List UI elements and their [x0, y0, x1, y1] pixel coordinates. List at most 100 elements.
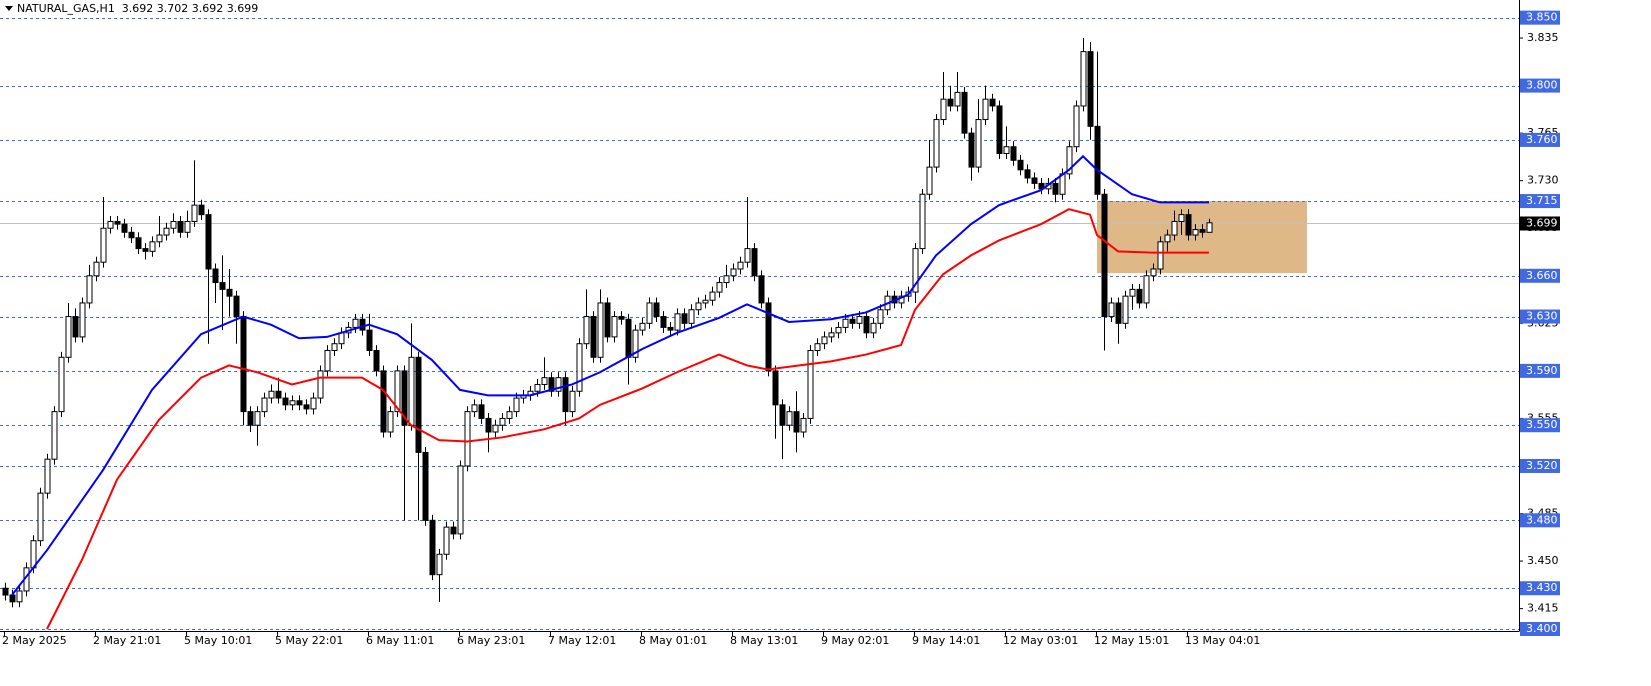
- level-label-box: [1520, 363, 1560, 378]
- candle-body: [954, 91, 961, 107]
- candle-body: [415, 356, 422, 453]
- candle-body: [723, 275, 730, 284]
- plot-area: [0, 18, 1519, 630]
- candle-body: [275, 390, 282, 399]
- candle-body: [492, 424, 499, 433]
- candle-body: [597, 302, 604, 358]
- candle-body: [1003, 146, 1010, 155]
- candle-body: [79, 302, 86, 338]
- x-tick-label: 7 May 12:01: [548, 634, 616, 647]
- candle-body: [394, 370, 401, 413]
- candle-body: [1052, 182, 1059, 195]
- candle-body: [562, 377, 569, 413]
- candle-body: [716, 282, 723, 293]
- candle-body: [198, 204, 205, 216]
- candle-body: [58, 356, 65, 413]
- candle-body: [807, 350, 814, 419]
- candle-body: [506, 411, 513, 419]
- candle-body: [1024, 169, 1031, 179]
- level-label-box: [1520, 309, 1560, 324]
- candle-body: [212, 268, 219, 284]
- y-tick-label: 3.450: [1527, 554, 1559, 567]
- candle-body: [1087, 51, 1094, 127]
- level-label: 3.660: [1526, 269, 1558, 282]
- candle-body: [1171, 220, 1178, 236]
- candle-body: [1136, 288, 1143, 304]
- candle-body: [1164, 234, 1171, 243]
- candle-body: [240, 316, 247, 413]
- candle-body: [765, 302, 772, 372]
- candle-body: [870, 322, 877, 334]
- candle-body: [548, 377, 555, 392]
- candle-body: [786, 411, 793, 426]
- candle-body: [1017, 159, 1024, 171]
- candle-body: [1178, 214, 1185, 222]
- candle-body: [513, 397, 520, 413]
- candle-body: [758, 275, 765, 304]
- candle-body: [982, 98, 989, 121]
- y-tick-label: 3.835: [1527, 31, 1559, 44]
- candle-body: [968, 132, 975, 168]
- candle-body: [828, 332, 835, 338]
- level-label-box: [1520, 10, 1560, 25]
- candle-body: [639, 322, 646, 331]
- candle-body: [590, 316, 597, 358]
- candle-body: [156, 234, 163, 243]
- candle-body: [933, 119, 940, 168]
- candle-body: [989, 98, 996, 107]
- candle-body: [387, 411, 394, 433]
- level-label-box: [1520, 268, 1560, 283]
- candle-body: [254, 411, 261, 426]
- candle-body: [653, 302, 660, 318]
- level-label: 3.850: [1526, 11, 1558, 24]
- level-label-box: [1520, 513, 1560, 528]
- candle-body: [940, 98, 947, 121]
- candle-body: [373, 350, 380, 372]
- candle-body: [1129, 288, 1136, 297]
- candle-body: [849, 318, 856, 324]
- candle-body: [422, 451, 429, 521]
- candle-body: [1073, 105, 1080, 148]
- candle-body: [338, 332, 345, 345]
- candle-body: [877, 309, 884, 324]
- candle-body: [37, 492, 44, 542]
- x-tick-label: 9 May 02:01: [821, 634, 889, 647]
- candle-body: [744, 248, 751, 263]
- candle-body: [947, 98, 954, 107]
- candle-body: [436, 553, 443, 576]
- candle-body: [72, 316, 79, 338]
- candle-body: [107, 220, 114, 229]
- candle-body: [611, 316, 618, 338]
- x-tick-label: 5 May 10:01: [184, 634, 252, 647]
- candle-body: [646, 302, 653, 324]
- candle-body: [926, 166, 933, 195]
- candle-body: [149, 241, 156, 252]
- candle-body: [9, 594, 16, 603]
- level-label: 3.430: [1526, 581, 1558, 594]
- candle-body: [730, 268, 737, 277]
- candle-body: [366, 329, 373, 352]
- candle-body: [842, 318, 849, 328]
- y-tick-label: 3.730: [1527, 174, 1559, 187]
- candle-body: [303, 404, 310, 410]
- candle-body: [324, 350, 331, 372]
- candle-body: [359, 318, 366, 331]
- candle-body: [1150, 268, 1157, 277]
- candle-body: [93, 261, 100, 277]
- current-price-label: 3.699: [1526, 217, 1558, 230]
- x-tick-label: 2 May 21:01: [93, 634, 161, 647]
- x-tick-label: 2 May 2025: [2, 634, 67, 647]
- level-label: 3.480: [1526, 513, 1558, 526]
- candle-body: [65, 316, 72, 358]
- candle-body: [688, 309, 695, 324]
- candle-body: [478, 404, 485, 419]
- candle-body: [779, 404, 786, 426]
- candle-body: [800, 417, 807, 433]
- candle-body: [485, 417, 492, 433]
- candle-body: [135, 237, 142, 250]
- candle-body: [674, 313, 681, 331]
- candle-body: [289, 400, 296, 406]
- candle-body: [1199, 229, 1206, 233]
- candle-body: [100, 227, 107, 263]
- level-label-box: [1520, 78, 1560, 93]
